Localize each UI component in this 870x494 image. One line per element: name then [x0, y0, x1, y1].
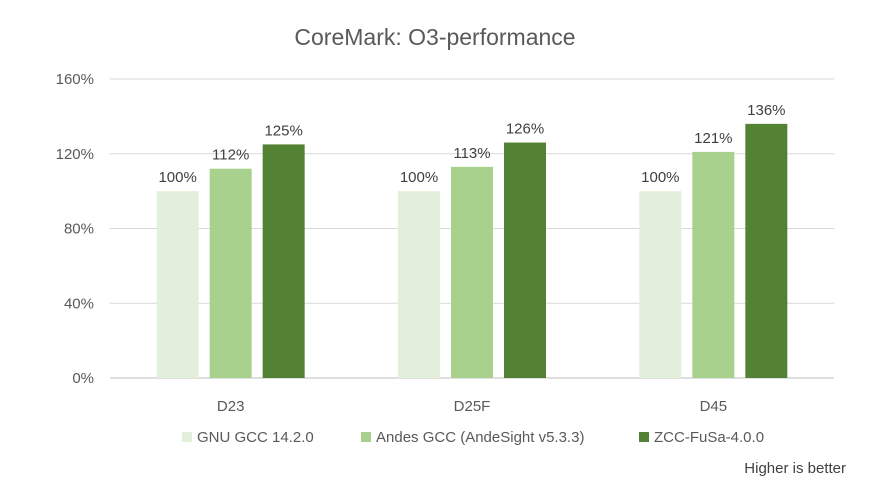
bar-d45-series-1	[639, 191, 682, 378]
bars	[156, 123, 788, 378]
x-tick-label: D25F	[454, 398, 491, 415]
data-label: 100%	[400, 169, 438, 186]
bar-d23-series-3	[262, 144, 305, 378]
data-label: 112%	[212, 147, 249, 164]
chart-title: CoreMark: O3-performance	[294, 24, 575, 50]
data-labels: 100% 112% 125% 100% 113% 126% 100% 121% 136%	[158, 102, 785, 186]
bar-d45-series-3	[745, 123, 788, 378]
bar-d25f-series-1	[398, 191, 440, 378]
data-label: 125%	[264, 122, 302, 139]
legend-label: ZCC-FuSa-4.0.0	[654, 429, 764, 446]
bar-d23-series-1	[156, 191, 199, 378]
data-label: 126%	[506, 121, 544, 138]
data-label: 100%	[641, 169, 679, 186]
bar-d45-series-2	[692, 151, 735, 378]
y-tick-label: 40%	[64, 295, 94, 312]
x-tick-label: D23	[217, 398, 245, 415]
bar-d25f-series-3	[504, 142, 546, 378]
x-tick-label: D45	[700, 398, 728, 415]
legend: GNU GCC 14.2.0 Andes GCC (AndeSight v5.3.…	[182, 429, 764, 446]
bar-d23-series-2	[209, 168, 252, 378]
data-label: 121%	[694, 130, 732, 147]
data-label: 113%	[453, 145, 490, 162]
y-tick-label: 160%	[56, 71, 94, 88]
legend-swatch	[182, 432, 192, 442]
y-tick-label: 80%	[64, 221, 94, 238]
y-axis: 0% 40% 80% 120% 160%	[56, 71, 94, 387]
legend-swatch	[639, 432, 649, 442]
data-label: 136%	[747, 102, 785, 119]
bar-d25f-series-2	[451, 166, 493, 378]
footnote-text: Higher is better	[744, 460, 846, 477]
y-tick-label: 120%	[56, 146, 94, 163]
legend-label: GNU GCC 14.2.0	[197, 429, 314, 446]
legend-swatch	[361, 432, 371, 442]
y-tick-label: 0%	[72, 370, 94, 387]
data-label: 100%	[158, 169, 196, 186]
legend-label: Andes GCC (AndeSight v5.3.3)	[376, 429, 584, 446]
x-axis: D23 D25F D45	[217, 398, 727, 415]
